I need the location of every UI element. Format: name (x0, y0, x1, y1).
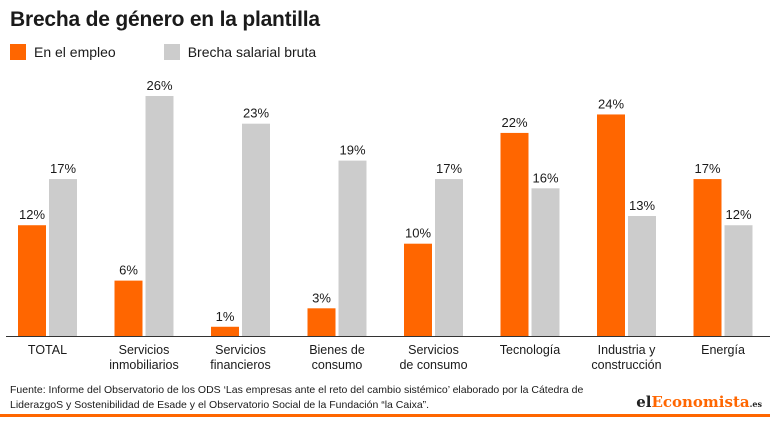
data-label: 17% (50, 161, 76, 176)
bar-empleo-6 (597, 114, 625, 336)
source-note: Fuente: Informe del Observatorio de los … (10, 384, 584, 411)
bar-salarial-1 (145, 96, 174, 336)
data-label: 12% (19, 207, 45, 222)
bar-salarial-2 (242, 123, 270, 336)
legend-swatch-series-2 (163, 44, 180, 60)
bar-empleo-0 (18, 225, 46, 336)
data-label: 3% (312, 290, 331, 305)
bar-chart: 12%17%TOTAL6%26%Serviciosinmobiliarios1%… (6, 78, 770, 372)
data-label: 23% (243, 106, 269, 121)
legend-item-series-2: Brecha salarial bruta (163, 44, 317, 60)
logo-part-el: el (636, 393, 652, 411)
bar-empleo-7 (693, 179, 722, 336)
category-label: Servicios (215, 343, 266, 357)
bar-salarial-0 (49, 179, 77, 336)
data-label: 13% (629, 198, 655, 213)
data-label: 16% (532, 170, 558, 185)
chart-title: Brecha de género en la plantilla (10, 8, 320, 31)
bar-salarial-3 (338, 160, 367, 336)
bar-salarial-5 (531, 188, 560, 336)
category-label: Bienes de (309, 343, 365, 357)
publisher-logo: elEconomista.es (636, 393, 762, 411)
data-label: 6% (119, 263, 138, 278)
data-label: 17% (436, 161, 462, 176)
category-label: construcción (591, 358, 661, 372)
legend-label-series-1: En el empleo (34, 44, 116, 60)
data-label: 10% (405, 226, 431, 241)
category-label: de consumo (399, 358, 467, 372)
data-label: 17% (694, 161, 720, 176)
bar-empleo-4 (404, 243, 432, 336)
data-label: 12% (725, 207, 751, 222)
legend-item-series-1: En el empleo (10, 44, 116, 60)
bar-empleo-1 (114, 280, 143, 336)
bar-salarial-4 (435, 179, 463, 336)
category-label: inmobiliarios (109, 358, 178, 372)
bar-salarial-6 (628, 216, 656, 336)
category-label: financieros (210, 358, 270, 372)
category-label: TOTAL (28, 343, 67, 357)
legend: En el empleo Brecha salarial bruta (10, 44, 364, 60)
legend-swatch-series-1 (10, 44, 26, 60)
bar-empleo-5 (500, 132, 529, 336)
logo-part-es: .es (749, 399, 762, 409)
bar-empleo-3 (307, 308, 336, 336)
logo-part-economista: Economista (651, 393, 750, 411)
bar-salarial-7 (724, 225, 753, 336)
data-label: 19% (339, 143, 365, 158)
data-label: 26% (146, 78, 172, 93)
category-label: Energía (701, 343, 745, 357)
data-label: 1% (216, 309, 235, 324)
category-label: Servicios (408, 343, 459, 357)
category-label: Servicios (119, 343, 170, 357)
bottom-accent-bar (0, 414, 770, 417)
legend-label-series-2: Brecha salarial bruta (187, 44, 317, 60)
category-label: consumo (312, 358, 363, 372)
bar-empleo-2 (211, 326, 239, 336)
data-label: 24% (598, 96, 624, 111)
category-label: Industria y (598, 343, 656, 357)
category-label: Tecnología (500, 343, 561, 357)
data-label: 22% (501, 115, 527, 130)
